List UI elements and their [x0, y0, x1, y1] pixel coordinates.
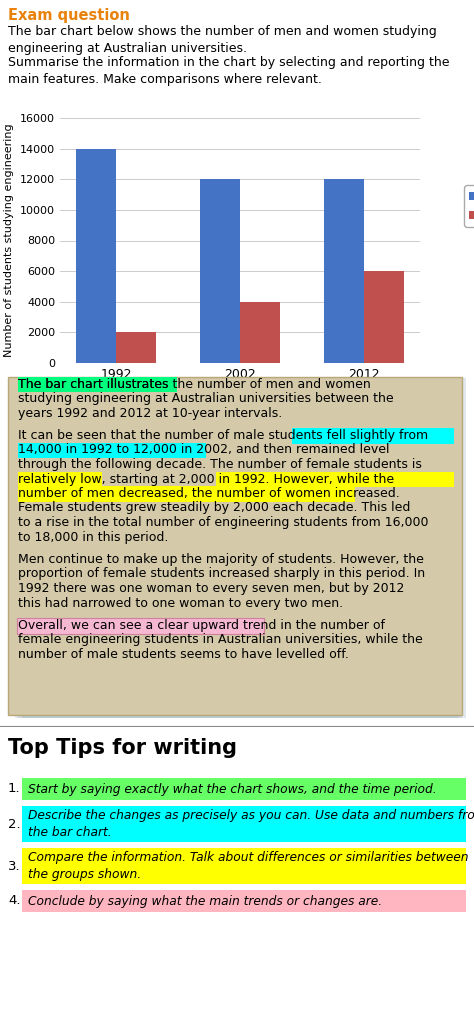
Text: Female students grew steadily by 2,000 each decade. This led: Female students grew steadily by 2,000 e… — [18, 501, 410, 515]
Text: Exam question: Exam question — [8, 8, 130, 23]
Text: The bar chart illustrates: The bar chart illustrates — [18, 377, 168, 390]
Text: Summarise the information in the chart by selecting and reporting the
main featu: Summarise the information in the chart b… — [8, 56, 449, 86]
Text: Compare the information. Talk about differences or similarities between
the grou: Compare the information. Talk about diff… — [28, 851, 468, 881]
FancyBboxPatch shape — [22, 806, 466, 842]
Bar — [76, 149, 116, 363]
Text: The bar chart illustrates the number of men and women: The bar chart illustrates the number of … — [18, 377, 371, 390]
Text: 3.: 3. — [8, 859, 21, 872]
Text: number of male students seems to have levelled off.: number of male students seems to have le… — [18, 648, 349, 661]
Text: Describe the changes as precisely as you can. Use data and numbers from
the bar : Describe the changes as precisely as you… — [28, 809, 474, 839]
X-axis label: Year: Year — [227, 386, 253, 399]
FancyBboxPatch shape — [18, 471, 102, 487]
Text: Start by saying exactly what the chart shows, and the time period.: Start by saying exactly what the chart s… — [28, 783, 437, 796]
FancyBboxPatch shape — [22, 778, 466, 800]
FancyBboxPatch shape — [22, 848, 466, 884]
FancyBboxPatch shape — [292, 428, 454, 444]
FancyBboxPatch shape — [18, 486, 355, 501]
Text: 1.: 1. — [8, 783, 21, 796]
Bar — [240, 301, 280, 363]
Text: through the following decade. The number of female students is: through the following decade. The number… — [18, 458, 422, 471]
FancyBboxPatch shape — [22, 890, 466, 912]
Bar — [116, 333, 155, 363]
FancyBboxPatch shape — [17, 618, 264, 634]
Text: to 18,000 in this period.: to 18,000 in this period. — [18, 531, 168, 544]
Text: 1992 there was one woman to every seven men, but by 2012: 1992 there was one woman to every seven … — [18, 582, 404, 595]
FancyBboxPatch shape — [18, 378, 462, 718]
Text: number of men decreased, the number of women increased.: number of men decreased, the number of w… — [18, 487, 400, 500]
FancyBboxPatch shape — [8, 377, 462, 715]
FancyBboxPatch shape — [15, 378, 459, 718]
Legend: Men, Women: Men, Women — [464, 185, 474, 226]
Text: female engineering students in Australian universities, while the: female engineering students in Australia… — [18, 634, 423, 646]
Text: It can be seen that the number of male students fell slightly from: It can be seen that the number of male s… — [18, 429, 428, 442]
Text: Men continue to make up the majority of students. However, the: Men continue to make up the majority of … — [18, 553, 424, 566]
FancyBboxPatch shape — [18, 443, 206, 458]
Bar — [201, 179, 240, 363]
Text: years 1992 and 2012 at 10-year intervals.: years 1992 and 2012 at 10-year intervals… — [18, 406, 282, 420]
Text: 4.: 4. — [8, 895, 20, 908]
Text: this had narrowed to one woman to every two men.: this had narrowed to one woman to every … — [18, 596, 343, 610]
Text: relatively low, starting at 2,000 in 1992. However, while the: relatively low, starting at 2,000 in 199… — [18, 472, 394, 485]
Text: 2.: 2. — [8, 818, 21, 830]
FancyBboxPatch shape — [216, 471, 454, 487]
Text: Conclude by saying what the main trends or changes are.: Conclude by saying what the main trends … — [28, 895, 382, 908]
Bar — [364, 271, 404, 363]
Text: to a rise in the total number of engineering students from 16,000: to a rise in the total number of enginee… — [18, 516, 428, 529]
Text: studying engineering at Australian universities between the: studying engineering at Australian unive… — [18, 392, 393, 405]
FancyBboxPatch shape — [18, 376, 177, 392]
Text: Top Tips for writing: Top Tips for writing — [8, 738, 237, 758]
Text: 14,000 in 1992 to 12,000 in 2002, and then remained level: 14,000 in 1992 to 12,000 in 2002, and th… — [18, 444, 390, 457]
Y-axis label: Number of students studying engineering: Number of students studying engineering — [4, 123, 15, 357]
Text: The bar chart below shows the number of men and women studying
engineering at Au: The bar chart below shows the number of … — [8, 25, 437, 55]
Text: proportion of female students increased sharply in this period. In: proportion of female students increased … — [18, 567, 425, 580]
FancyBboxPatch shape — [22, 378, 466, 718]
Text: Overall, we can see a clear upward trend in the number of: Overall, we can see a clear upward trend… — [18, 619, 385, 632]
Bar — [324, 179, 364, 363]
